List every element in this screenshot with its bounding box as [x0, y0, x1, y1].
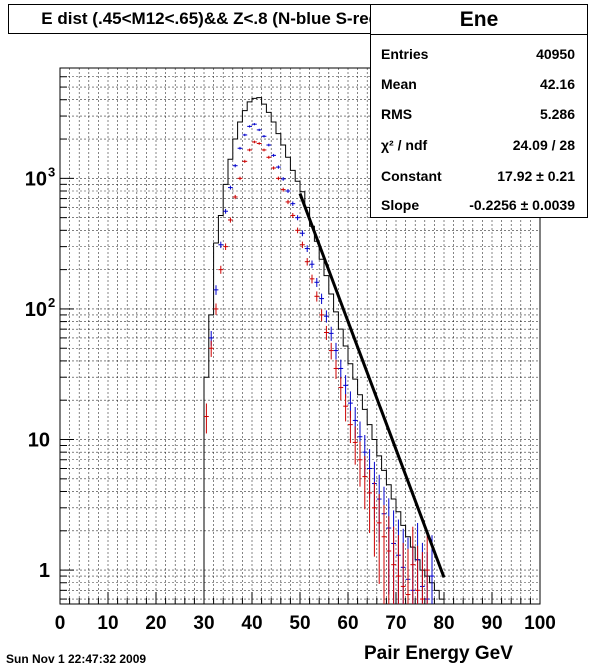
- stats-key: Mean: [381, 76, 417, 92]
- stats-value: 17.92 ± 0.21: [497, 168, 575, 184]
- stats-row-entries: Entries 40950: [371, 39, 587, 69]
- stats-value: 40950: [536, 46, 575, 62]
- stats-row-mean: Mean 42.16: [371, 69, 587, 99]
- y-tick-exponent: 2: [48, 295, 55, 310]
- x-tick-label: 60: [337, 613, 358, 634]
- stats-value: 42.16: [539, 76, 575, 92]
- x-tick-label: 70: [385, 613, 406, 634]
- chart-title: E dist (.45<M12<.65)&& Z<.8 (N-blue S-re…: [8, 4, 418, 34]
- stats-title: Ene: [371, 5, 587, 35]
- stats-value: 5.286: [539, 106, 575, 122]
- y-tick-label: 10: [25, 299, 47, 321]
- stats-box: Ene Entries 40950 Mean 42.16 RMS 5.286 χ…: [370, 4, 588, 218]
- stats-key: RMS: [381, 106, 413, 122]
- stats-key: Slope: [381, 197, 420, 213]
- x-tick-label: 10: [97, 613, 118, 634]
- x-tick-label: 100: [524, 613, 556, 634]
- stats-row-rms: RMS 5.286: [371, 99, 587, 129]
- stats-value: 24.09 / 28: [512, 137, 575, 153]
- y-tick-exponent: 3: [48, 164, 55, 179]
- x-tick-label: 50: [289, 613, 310, 634]
- stats-row-slope: Slope -0.2256 ± 0.0039: [371, 190, 587, 220]
- x-tick-label: 40: [241, 613, 262, 634]
- histogram-outline: [203, 97, 445, 604]
- stats-row-constant: Constant 17.92 ± 0.21: [371, 161, 587, 191]
- stats-key: Constant: [381, 168, 442, 184]
- datestamp: Sun Nov 1 22:47:32 2009: [6, 652, 147, 666]
- x-tick-label: 80: [433, 613, 454, 634]
- y-tick-label: 10: [28, 430, 50, 452]
- y-tick-label: 1: [39, 560, 50, 582]
- x-axis-title: Pair Energy GeV: [364, 643, 513, 664]
- x-tick-label: 0: [55, 613, 66, 634]
- y-tick-label: 10: [25, 168, 47, 190]
- x-tick-label: 20: [145, 613, 166, 634]
- fit-line: [298, 193, 446, 578]
- x-tick-label: 90: [481, 613, 502, 634]
- stats-value: -0.2256 ± 0.0039: [469, 197, 575, 213]
- x-tick-label: 30: [193, 613, 214, 634]
- stats-row-chi2: χ² / ndf 24.09 / 28: [371, 130, 587, 160]
- stats-key: Entries: [381, 46, 429, 62]
- stats-key: χ² / ndf: [381, 137, 428, 153]
